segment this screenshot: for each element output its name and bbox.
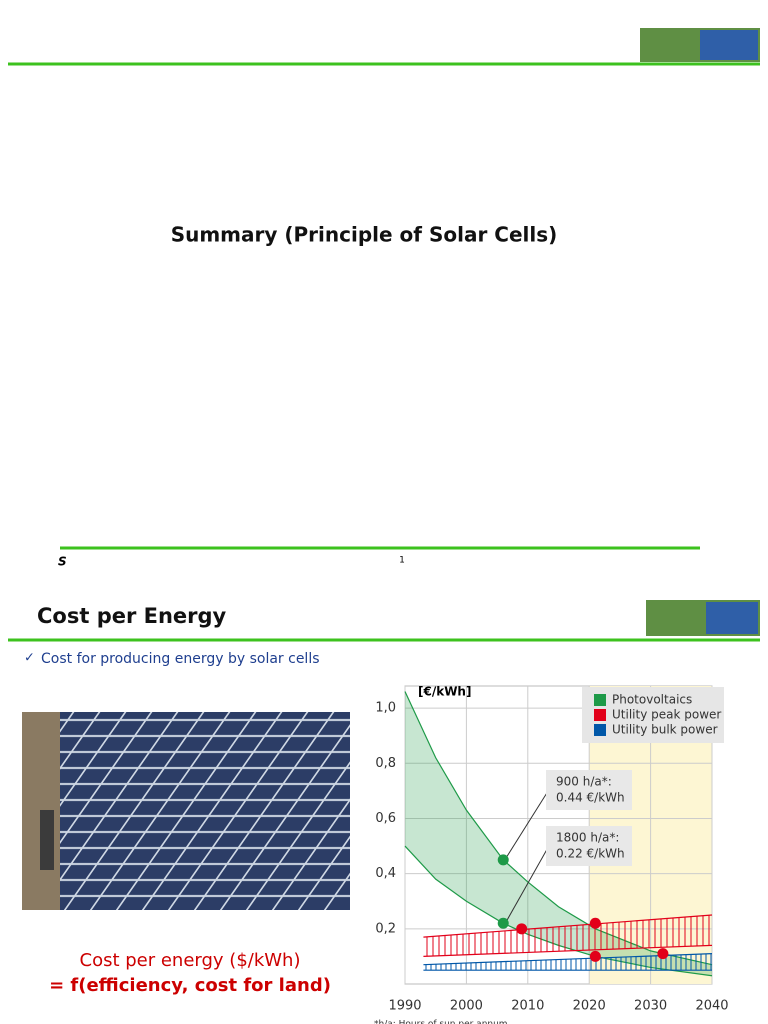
leader-line (505, 787, 551, 859)
y-tick-label: 0,6 (375, 811, 396, 826)
bullet-mark: ✓ (24, 651, 35, 666)
annotation-box (546, 770, 632, 810)
x-tick-label: 2020 (573, 999, 606, 1014)
band-upper (423, 914, 713, 938)
legend-label: Utility peak power (612, 708, 721, 722)
x-tick-label: 2040 (695, 999, 728, 1014)
x-tick-label: 1990 (388, 999, 421, 1014)
x-tick-label: 2030 (634, 999, 667, 1014)
annotation-box (546, 826, 632, 866)
point (497, 917, 509, 929)
point (516, 923, 528, 935)
point (497, 854, 509, 866)
band-fill (405, 691, 712, 976)
point (589, 950, 601, 962)
axis-label: [€/kWh] (418, 685, 471, 699)
footer-left: S (58, 555, 67, 569)
annotation: 1800 h/a*: (556, 831, 619, 845)
annotation: 0.22 €/kWh (556, 847, 625, 861)
y-tick-label: 1,0 (375, 701, 396, 716)
slide-title: Summary (Principle of Solar Cells) (171, 223, 558, 247)
logo (706, 602, 758, 634)
caption: Cost per energy ($/kWh) (80, 950, 301, 971)
point (589, 917, 601, 929)
band-fill (423, 953, 712, 971)
photo (22, 712, 350, 910)
annotation: 900 h/a*: (556, 775, 612, 789)
x-tick-label: 2000 (450, 999, 483, 1014)
x-tick-label: 2010 (511, 999, 544, 1014)
y-tick-label: 0,2 (375, 921, 396, 936)
logo (700, 30, 758, 60)
legend-swatch (594, 694, 606, 706)
legend-label: Photovoltaics (612, 693, 692, 707)
page-number: 1 (399, 556, 405, 566)
annotation: 0.44 €/kWh (556, 791, 625, 805)
chart: 1990 2000 2010 2020 2030 2040 0,2 0,4 0,6 0,8 1,0 [… (374, 685, 729, 1024)
footnote: *h/a: Hours of sun per annum (374, 1020, 508, 1024)
band-fill (423, 915, 712, 957)
legend-label: Utility bulk power (612, 723, 718, 737)
leader-line (505, 843, 551, 923)
slide-title: Cost per Energy (37, 604, 227, 628)
legend-swatch (594, 724, 606, 736)
y-tick-label: 0,8 (375, 756, 396, 771)
y-tick-label: 0,4 (375, 866, 396, 881)
point (657, 948, 669, 960)
bullet: Cost for producing energy by solar cells (41, 651, 320, 667)
band-lower (423, 944, 713, 958)
legend-swatch (594, 709, 606, 721)
caption: = f(efficiency, cost for land) (49, 975, 331, 996)
